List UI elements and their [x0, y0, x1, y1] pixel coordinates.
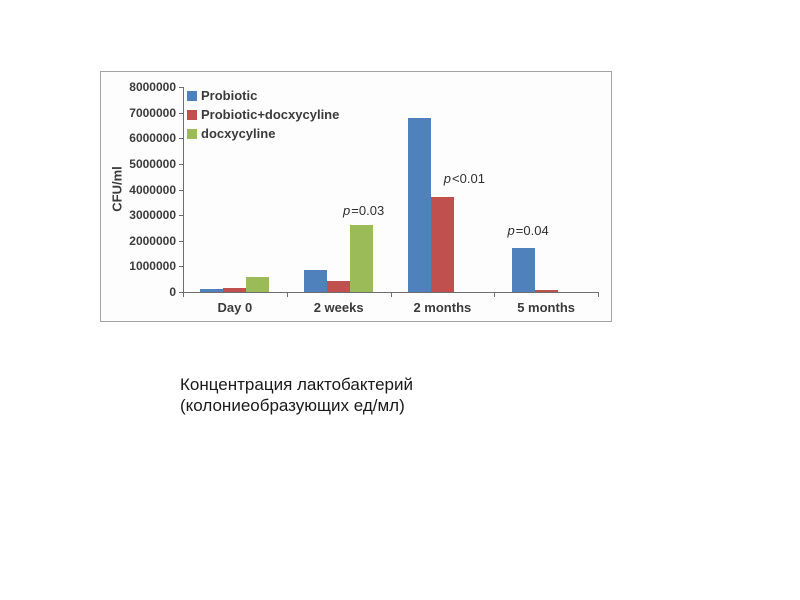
p-value-annotation: p<0.01: [443, 171, 485, 187]
x-axis-category-label: 2 weeks: [313, 300, 364, 315]
legend-swatch-icon: [187, 90, 197, 101]
p-value-annotation: p=0.03: [343, 203, 385, 219]
bar-probiotic: [407, 117, 431, 292]
legend-label: Probiotic+docxycyline: [201, 107, 340, 122]
x-axis-tick: [183, 293, 184, 297]
y-axis-line: [183, 87, 184, 293]
caption-line-2: (колониеобразующих ед/мл): [180, 396, 405, 415]
bar-probiotic-docxycyline: [223, 287, 247, 292]
legend-label: Probiotic: [201, 88, 258, 103]
bar-probiotic-docxycyline: [534, 289, 558, 292]
y-axis-tick: [179, 138, 183, 140]
x-axis-category-label: Day 0: [217, 300, 253, 315]
y-axis-tick: [179, 87, 183, 88]
legend-item: docxycyline: [187, 126, 339, 141]
x-axis-line: [183, 292, 599, 293]
legend-label: docxycyline: [201, 126, 276, 141]
legend-item: Probiotic+docxycyline: [187, 107, 339, 122]
bar-chart: 0 1000000 2000000 3000000 4000000 5000000 6000…: [101, 72, 611, 321]
y-axis-tick-label: 4000000: [129, 182, 176, 197]
x-axis-tick: [598, 293, 599, 297]
bar-probiotic-docxycyline: [327, 280, 351, 292]
y-axis-tick-label: 5000000: [129, 156, 176, 171]
x-axis-category-label: 5 months: [517, 300, 576, 315]
legend-swatch-icon: [187, 109, 197, 120]
y-axis-tick: [179, 112, 183, 114]
x-axis-category-label: 2 months: [413, 300, 472, 315]
chart-image: 0 1000000 2000000 3000000 4000000 5000000 6000…: [100, 71, 612, 322]
y-axis-tick-label: 3000000: [129, 208, 176, 223]
y-axis-tick-label: 1000000: [129, 259, 176, 274]
y-axis-tick-label: 0: [169, 285, 176, 299]
legend-swatch-icon: [187, 128, 197, 139]
bar-probiotic: [304, 270, 328, 292]
x-axis-tick: [286, 293, 288, 297]
p-value-annotation: p=0.04: [507, 223, 549, 239]
bar-probiotic-docxycyline: [430, 197, 454, 292]
y-axis-tick-label: 7000000: [129, 105, 176, 120]
y-axis-tick-label: 2000000: [129, 233, 176, 248]
y-axis-tick: [179, 189, 183, 191]
x-axis-tick: [390, 293, 392, 297]
bar-docxycyline: [350, 225, 374, 292]
y-axis-tick: [179, 215, 183, 217]
bar-probiotic: [511, 248, 535, 292]
y-axis-tick: [179, 163, 183, 165]
bar-probiotic: [200, 289, 224, 292]
legend: Probiotic Probiotic+docxycyline docxycylin…: [187, 88, 339, 145]
bar-docxycyline: [246, 276, 270, 292]
y-axis-tick: [179, 240, 183, 242]
y-axis-tick: [179, 266, 183, 268]
y-axis-title: CFU/ml: [109, 166, 125, 212]
y-axis-tick-label: 8000000: [129, 80, 176, 94]
x-axis-tick: [494, 293, 496, 297]
y-axis-tick-label: 6000000: [129, 131, 176, 146]
caption-line-1: Концентрация лактобактерий: [180, 375, 413, 394]
chart-caption: Концентрация лактобактерий (колониеобраз…: [180, 374, 413, 416]
legend-item: Probiotic: [187, 88, 339, 103]
y-axis-tick: [179, 292, 183, 293]
